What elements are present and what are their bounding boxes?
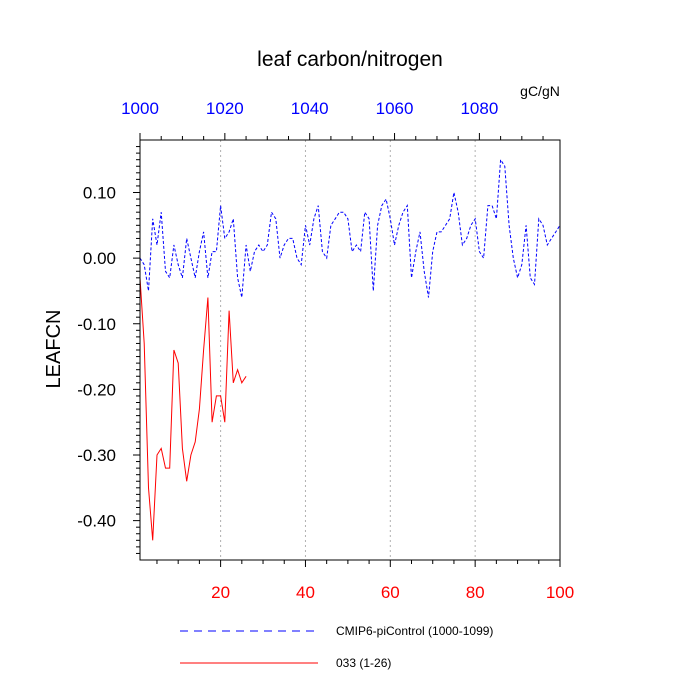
plot-frame [139,139,561,561]
x-tick-label: 100 [546,583,574,602]
y-tick-label: 0.10 [83,184,116,203]
x-tick-label: 40 [296,583,315,602]
tick-labels: 20 40 60 80 100 1000 1020 1040 1060 1080 0.10 0.00 -… [77,99,574,602]
units-label: gC/gN [520,83,560,99]
axis-ticks [133,133,561,567]
y-tick-label: -0.40 [77,512,116,531]
series-line-1 [139,277,247,541]
x-top-tick-label: 1040 [291,99,329,118]
x-top-tick-label: 1000 [121,99,159,118]
legend-label-1: 033 (1-26) [336,656,391,670]
y-axis-label: LEAFCN [43,310,65,389]
y-tick-label: 0.00 [83,249,116,268]
x-top-tick-label: 1080 [460,99,498,118]
data-series [139,158,561,541]
y-tick-label: -0.20 [77,380,116,399]
y-tick-label: -0.30 [77,446,116,465]
y-tick-label: -0.10 [77,315,116,334]
x-top-tick-label: 1020 [206,99,244,118]
series-line-0 [139,158,561,298]
x-tick-label: 80 [466,583,485,602]
x-top-tick-label: 1060 [376,99,414,118]
x-tick-label: 60 [381,583,400,602]
legend-label-0: CMIP6-piControl (1000-1099) [336,624,493,638]
legend: CMIP6-piControl (1000-1099) 033 (1-26) [180,624,493,670]
grid-lines [220,140,476,560]
x-tick-label: 20 [211,583,230,602]
chart-title: leaf carbon/nitrogen [257,48,443,71]
